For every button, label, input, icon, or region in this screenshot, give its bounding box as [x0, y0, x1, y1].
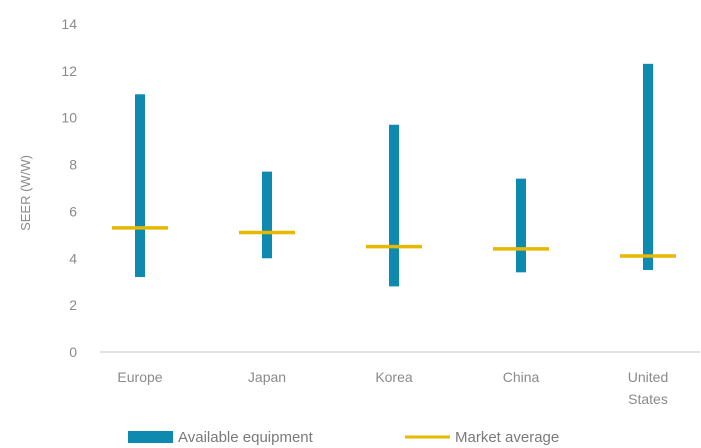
- y-tick-label: 14: [61, 16, 77, 32]
- y-tick-label: 0: [69, 344, 77, 360]
- x-tick-label: Europe: [117, 369, 162, 385]
- y-tick-label: 6: [69, 203, 77, 219]
- x-tick-label: China: [503, 369, 540, 385]
- x-tick-label: Japan: [248, 369, 286, 385]
- legend-swatch-available-equipment: [128, 431, 173, 443]
- x-axis-labels: Europe Japan Korea China United States: [117, 369, 668, 407]
- y-tick-label: 12: [61, 63, 77, 79]
- legend: Available equipment Market average: [128, 429, 559, 446]
- legend-label-available-equipment: Available equipment: [178, 429, 314, 446]
- legend-label-market-average: Market average: [455, 429, 559, 446]
- y-tick-label: 4: [69, 250, 77, 266]
- range-bar: [516, 178, 526, 273]
- range-bar: [389, 124, 399, 287]
- y-tick-label: 2: [69, 297, 77, 313]
- x-tick-label: United States: [628, 369, 668, 407]
- y-axis: 0 2 4 6 8 10 12 14: [61, 16, 77, 360]
- range-bar: [262, 171, 272, 259]
- x-tick-label: Korea: [375, 369, 413, 385]
- chart-marks: [112, 63, 676, 287]
- range-bar: [135, 94, 145, 278]
- y-tick-label: 8: [69, 157, 77, 173]
- y-tick-label: 10: [61, 110, 77, 126]
- range-bar: [643, 63, 653, 271]
- y-axis-title: SEER (W/W): [18, 155, 33, 231]
